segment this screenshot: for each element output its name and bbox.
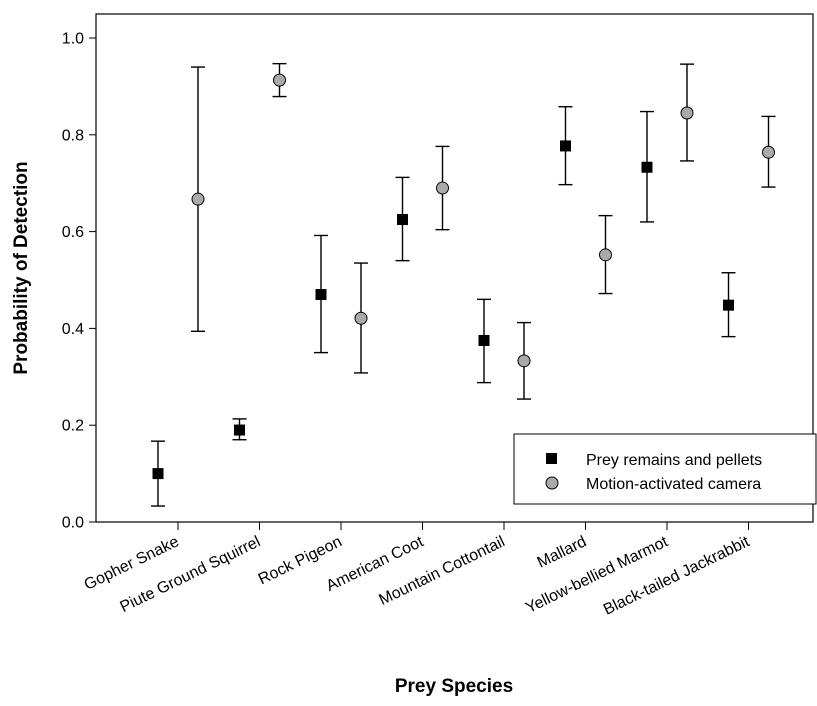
legend-marker-motion-camera	[545, 476, 559, 490]
data-point-prey-remains	[234, 424, 245, 436]
data-point-motion-camera	[599, 248, 612, 262]
legend-label-prey-remains: Prey remains and pellets	[586, 452, 762, 469]
data-point-motion-camera	[762, 145, 775, 159]
data-point-prey-remains	[560, 140, 571, 152]
data-point-prey-remains	[641, 161, 653, 173]
data-point-motion-camera	[354, 311, 368, 325]
y-tick-label: 0.8	[62, 127, 84, 144]
x-axis-title: Prey Species	[395, 676, 513, 697]
data-point-prey-remains	[723, 299, 734, 311]
legend-box	[513, 433, 817, 505]
data-point-prey-remains	[315, 289, 327, 301]
plot-frame	[95, 13, 814, 523]
x-category-label: Piute Ground Squirrel	[118, 533, 264, 616]
data-point-prey-remains	[397, 214, 408, 225]
data-point-motion-camera	[680, 106, 694, 120]
data-point-motion-camera	[436, 181, 449, 195]
data-point-motion-camera	[517, 354, 531, 368]
y-tick-label: 1.0	[62, 31, 84, 48]
legend-marker-prey-remains	[546, 453, 557, 464]
y-tick-label: 0.6	[62, 224, 84, 241]
data-point-motion-camera	[273, 73, 286, 87]
y-tick-label: 0.2	[62, 418, 84, 435]
y-tick-label: 0.4	[62, 321, 84, 338]
y-axis-ticks: 0.0 0.2 0.4 0.6 0.8 1.0	[62, 31, 96, 532]
series-layer	[151, 62, 776, 507]
legend: Prey remains and pellets Motion-activate…	[513, 433, 817, 505]
x-category-label: Mallard	[535, 533, 590, 571]
data-point-prey-remains	[478, 335, 490, 346]
data-point-motion-camera	[191, 192, 205, 206]
x-category-label: Yellow-bellied Marmot	[523, 533, 671, 617]
x-category-label: Black-tailed Jackrabbit	[601, 533, 753, 619]
data-point-prey-remains	[152, 468, 164, 480]
y-tick-label: 0.0	[62, 515, 84, 532]
y-axis-title: Probability of Detection	[11, 161, 32, 374]
legend-label-motion-camera: Motion-activated camera	[586, 476, 761, 493]
